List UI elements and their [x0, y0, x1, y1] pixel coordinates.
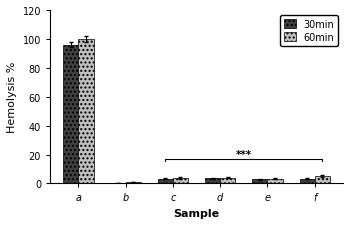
Legend: 30min, 60min: 30min, 60min	[280, 16, 338, 46]
Bar	[126, 182, 141, 184]
Bar	[315, 176, 330, 184]
Bar	[300, 179, 315, 184]
Text: ***: ***	[236, 149, 252, 159]
Bar	[220, 178, 235, 184]
Bar	[158, 179, 173, 184]
Bar	[173, 178, 188, 184]
Bar	[267, 179, 282, 184]
Bar	[78, 40, 93, 184]
Bar	[252, 180, 267, 184]
Y-axis label: Hemolysis %: Hemolysis %	[7, 62, 17, 133]
Bar	[111, 183, 126, 184]
Bar	[205, 179, 220, 184]
Bar	[63, 45, 78, 184]
X-axis label: Sample: Sample	[174, 208, 219, 218]
